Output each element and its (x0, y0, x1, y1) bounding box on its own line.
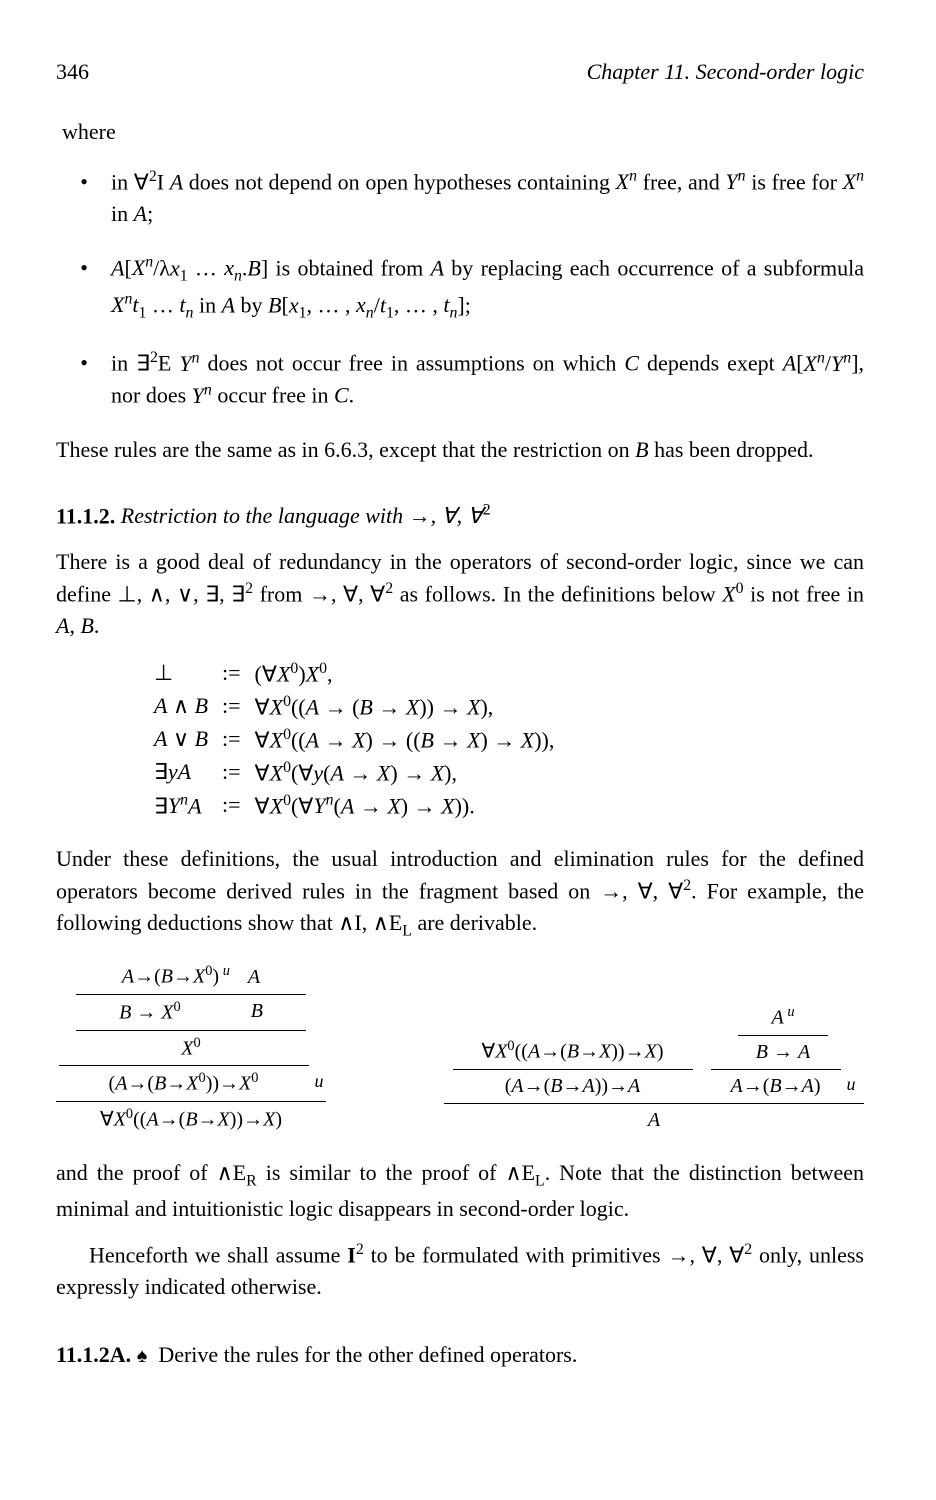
derivation-right: ∀X0((A→(B→X))→X) (A→(B→A))→A A u B → A A… (444, 1002, 864, 1135)
def-lhs: ∃yA (148, 757, 214, 788)
deriv-label: u (847, 1071, 856, 1097)
exercise: 11.1.2A. ♠ Derive the rules for the othe… (56, 1339, 864, 1371)
deriv-formula: ∀X0((A→(B→X))→X) (56, 1101, 326, 1135)
def-lhs: A ∧ B (148, 691, 214, 722)
definitions-table: ⊥ := (∀X0)X0, A ∧ B := ∀X0((A → (B → X))… (146, 656, 562, 823)
def-op: := (216, 724, 247, 755)
paragraph: There is a good deal of redundancy in th… (56, 546, 864, 642)
def-op: := (216, 790, 247, 821)
page-number: 346 (56, 56, 89, 88)
def-rhs: ∀X0((A → X) → ((B → X) → X)), (249, 724, 561, 755)
deriv-formula: A (248, 963, 260, 992)
def-op: := (216, 658, 247, 689)
deriv-formula: (A→(B→A))→A (453, 1069, 693, 1101)
chapter-header: Chapter 11. Second-order logic (587, 56, 864, 88)
deriv-formula: (A→(B→X0))→X0 (59, 1065, 309, 1099)
def-lhs: ⊥ (148, 658, 214, 689)
table-row: A ∨ B := ∀X0((A → X) → ((B → X) → X)), (148, 724, 560, 755)
section-number: 11.1.2. (56, 503, 115, 528)
derivation-left: A→(B→X0) u A B → X0B X0 (A→(B→X0))→X0 u … (56, 961, 326, 1134)
paragraph: Henceforth we shall assume I2 to be form… (56, 1239, 864, 1303)
def-rhs: ∀X0(∀Yn(A → X) → X)). (249, 790, 561, 821)
deriv-formula: B → A (738, 1035, 828, 1067)
table-row: A ∧ B := ∀X0((A → (B → X)) → X), (148, 691, 560, 722)
bullet-item: in ∃2E Yn does not occur free in assumpt… (111, 347, 864, 411)
deriv-formula: A u (771, 1002, 794, 1033)
def-lhs: A ∨ B (148, 724, 214, 755)
bullet-list: in ∀2I A does not depend on open hypothe… (56, 166, 864, 412)
bullet-item: in ∀2I A does not depend on open hypothe… (111, 166, 864, 230)
def-op: := (216, 691, 247, 722)
table-row: ∃yA := ∀X0(∀y(A → X) → X), (148, 757, 560, 788)
def-rhs: ∀X0((A → (B → X)) → X), (249, 691, 561, 722)
deriv-formula: B → X0B (76, 994, 306, 1028)
def-rhs: (∀X0)X0, (249, 658, 561, 689)
deriv-formula: A→(B→X0) u (122, 961, 230, 992)
deriv-formula: ∀X0((A→(B→X))→X) (482, 1036, 664, 1067)
page-header: 346 Chapter 11. Second-order logic (56, 56, 864, 88)
bullet-item: A[Xn/λx1 … xn.B] is obtained from A by r… (111, 252, 864, 325)
spade-icon: ♠ (137, 1345, 148, 1367)
def-lhs: ∃YnA (148, 790, 214, 821)
page: 346 Chapter 11. Second-order logic where… (0, 0, 936, 1500)
exercise-text: Derive the rules for the other defined o… (158, 1342, 577, 1367)
deriv-formula: X0 (76, 1030, 306, 1064)
paragraph: These rules are the same as in 6.6.3, ex… (56, 434, 864, 466)
section-heading: 11.1.2. Restriction to the language with… (56, 500, 864, 532)
lead-word: where (62, 116, 864, 148)
exercise-number: 11.1.2A. (56, 1342, 131, 1367)
section-title: Restriction to the language with →, ∀, ∀… (121, 503, 491, 528)
deriv-label: u (315, 1068, 324, 1094)
def-op: := (216, 757, 247, 788)
paragraph: and the proof of ∧ER is similar to the p… (56, 1157, 864, 1225)
def-rhs: ∀X0(∀y(A → X) → X), (249, 757, 561, 788)
paragraph: Under these definitions, the usual intro… (56, 843, 864, 943)
deriv-formula: A (444, 1103, 864, 1135)
table-row: ∃YnA := ∀X0(∀Yn(A → X) → X)). (148, 790, 560, 821)
derivation-block: A→(B→X0) u A B → X0B X0 (A→(B→X0))→X0 u … (56, 961, 864, 1134)
table-row: ⊥ := (∀X0)X0, (148, 658, 560, 689)
deriv-formula: A→(B→A) (711, 1069, 841, 1101)
